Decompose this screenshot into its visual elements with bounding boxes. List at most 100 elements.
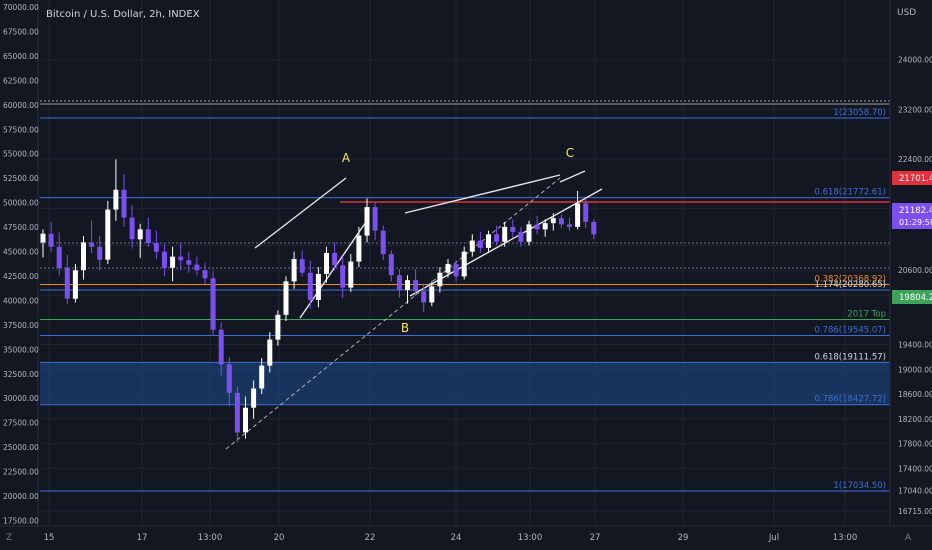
candle[interactable] bbox=[445, 259, 451, 278]
candle[interactable] bbox=[97, 235, 103, 271]
candle[interactable] bbox=[518, 226, 524, 247]
candle[interactable] bbox=[307, 260, 313, 309]
candle-body bbox=[275, 314, 281, 340]
candle[interactable] bbox=[348, 254, 354, 292]
right-axis-tick: 19000.00 bbox=[898, 365, 932, 374]
candle[interactable] bbox=[129, 205, 135, 249]
candle[interactable] bbox=[356, 226, 362, 268]
level-label: 0.786(18427.72) bbox=[814, 395, 886, 405]
candle-body bbox=[105, 209, 111, 260]
candle[interactable] bbox=[121, 174, 127, 227]
candle[interactable] bbox=[202, 262, 208, 284]
candles[interactable] bbox=[40, 159, 597, 443]
candle[interactable] bbox=[453, 260, 459, 282]
countdown-tag: 01:29:58 bbox=[899, 218, 932, 227]
candle[interactable] bbox=[186, 251, 192, 273]
left-axis-tick: 62500.00 bbox=[3, 76, 39, 85]
candle[interactable] bbox=[591, 219, 597, 240]
red-level-tag: 21701.44 bbox=[899, 174, 932, 184]
candle[interactable] bbox=[210, 270, 216, 336]
wave-label-c: C bbox=[566, 146, 574, 160]
candle[interactable] bbox=[251, 380, 257, 419]
candle[interactable] bbox=[234, 386, 240, 443]
time-axis[interactable]: 15 17 13:00 20 22 24 13:00 27 29 Jul 13:00 bbox=[44, 533, 858, 543]
candle[interactable] bbox=[469, 234, 475, 257]
candle[interactable] bbox=[534, 215, 540, 235]
candle[interactable] bbox=[567, 217, 572, 231]
candle[interactable] bbox=[113, 159, 119, 221]
candle[interactable] bbox=[194, 256, 200, 276]
candle-body bbox=[291, 259, 297, 282]
auto-scale-button[interactable]: A bbox=[905, 533, 912, 543]
candle[interactable] bbox=[575, 190, 581, 230]
candle-body bbox=[453, 264, 459, 277]
trendline bbox=[404, 174, 561, 214]
current-price-tag: 21182.40 bbox=[899, 206, 932, 216]
right-axis-tick: 20600.00 bbox=[898, 266, 932, 275]
candle[interactable] bbox=[388, 250, 394, 282]
level-label: 1.174(20280.65) bbox=[814, 280, 886, 290]
candle[interactable] bbox=[291, 251, 297, 289]
candle[interactable] bbox=[526, 220, 532, 246]
candle[interactable] bbox=[153, 230, 159, 260]
candle[interactable] bbox=[56, 232, 62, 276]
candle[interactable] bbox=[283, 276, 289, 322]
candle[interactable] bbox=[502, 221, 508, 247]
candle[interactable] bbox=[243, 396, 248, 439]
candle[interactable] bbox=[170, 246, 176, 282]
candle[interactable] bbox=[477, 231, 483, 253]
candle[interactable] bbox=[259, 358, 265, 395]
candle[interactable] bbox=[89, 220, 95, 253]
candle-body bbox=[437, 272, 443, 287]
candle[interactable] bbox=[226, 356, 232, 407]
candle[interactable] bbox=[315, 267, 321, 308]
candle[interactable] bbox=[299, 250, 305, 277]
candle[interactable] bbox=[332, 242, 338, 271]
candle[interactable] bbox=[267, 332, 273, 373]
time-axis-tick: 17 bbox=[137, 533, 148, 543]
candle[interactable] bbox=[64, 254, 70, 305]
candle[interactable] bbox=[72, 264, 78, 303]
candle[interactable] bbox=[48, 221, 54, 252]
candle[interactable] bbox=[437, 267, 443, 293]
candle[interactable] bbox=[324, 246, 329, 283]
candle[interactable] bbox=[486, 230, 491, 252]
candle[interactable] bbox=[558, 214, 564, 229]
candle-body bbox=[575, 203, 581, 227]
candle[interactable] bbox=[550, 213, 556, 231]
candle[interactable] bbox=[340, 256, 346, 299]
candle[interactable] bbox=[413, 268, 419, 297]
candle[interactable] bbox=[275, 310, 281, 346]
timezone-button[interactable]: Z bbox=[6, 533, 12, 543]
time-axis-tick: 13:00 bbox=[833, 533, 858, 543]
candle[interactable] bbox=[421, 283, 427, 313]
candle[interactable] bbox=[380, 225, 386, 261]
candle[interactable] bbox=[364, 198, 370, 243]
candle[interactable] bbox=[583, 198, 589, 229]
left-axis-tick: 17500.00 bbox=[3, 516, 39, 525]
candle[interactable] bbox=[178, 242, 184, 271]
left-axis-tick: 60000.00 bbox=[3, 101, 39, 110]
candle[interactable] bbox=[145, 217, 151, 247]
candle[interactable] bbox=[81, 236, 86, 280]
candle[interactable] bbox=[494, 225, 500, 246]
support-zone-fill bbox=[40, 362, 890, 405]
candle[interactable] bbox=[218, 322, 224, 376]
candle[interactable] bbox=[396, 268, 402, 298]
candle[interactable] bbox=[429, 281, 435, 307]
candle[interactable] bbox=[372, 202, 378, 241]
candle-body bbox=[48, 233, 54, 247]
candle[interactable] bbox=[105, 200, 111, 265]
candle[interactable] bbox=[510, 219, 516, 239]
candle[interactable] bbox=[162, 244, 167, 277]
left-price-axis[interactable]: 70000.00 67500.00 65000.00 62500.00 60000.00… bbox=[3, 3, 39, 525]
candle[interactable] bbox=[405, 275, 410, 304]
candle[interactable] bbox=[542, 219, 548, 237]
candle-body bbox=[567, 224, 572, 227]
left-axis-tick: 27500.00 bbox=[3, 419, 39, 428]
left-axis-tick: 42500.00 bbox=[3, 272, 39, 281]
candle[interactable] bbox=[40, 229, 46, 258]
candle[interactable] bbox=[461, 246, 467, 280]
candle[interactable] bbox=[137, 223, 143, 258]
